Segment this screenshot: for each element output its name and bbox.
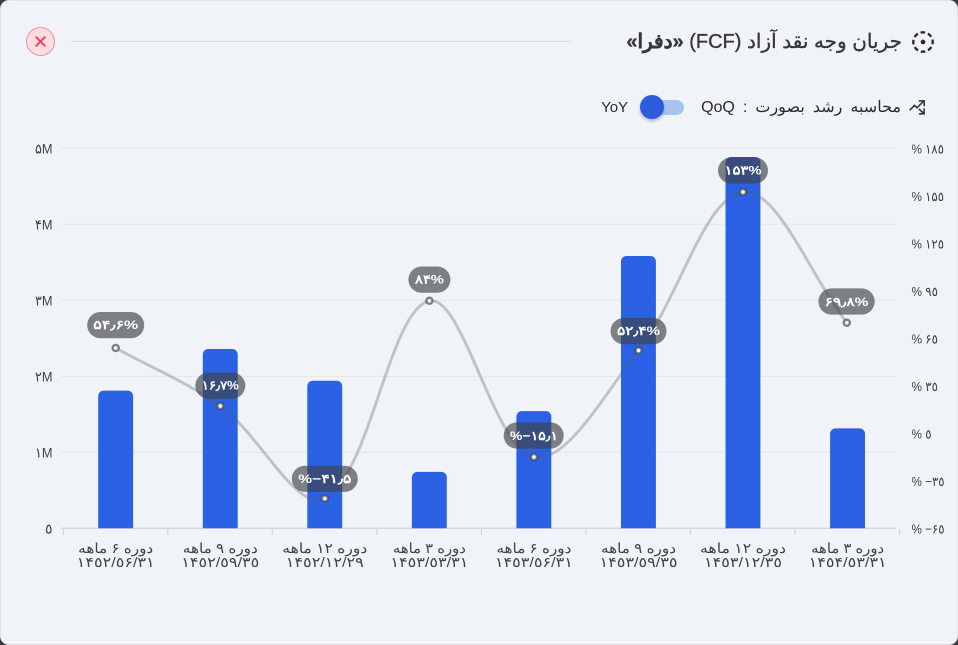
svg-text:% ۳٥: % ۳٥ <box>912 379 939 394</box>
svg-text:دوره ۱۲ ماهه: دوره ۱۲ ماهه <box>700 540 786 557</box>
svg-text:۱M: ۱M <box>35 445 53 461</box>
svg-text:دوره ۱۲ ماهه: دوره ۱۲ ماهه <box>282 540 367 557</box>
svg-text:۴M: ۴M <box>35 217 53 233</box>
svg-text:%−۴۱٫۵: %−۴۱٫۵ <box>298 472 351 486</box>
svg-text:۶۹٫۸%: ۶۹٫۸% <box>825 295 869 309</box>
svg-text:% ۱۲٥: % ۱۲٥ <box>912 237 945 252</box>
svg-text:دوره ۶ ماهه: دوره ۶ ماهه <box>78 540 153 557</box>
svg-text:۲M: ۲M <box>35 369 53 385</box>
svg-text:۱۴٥۳/٥۹/۳٥: ۱۴٥۳/٥۹/۳٥ <box>600 554 678 570</box>
svg-text:% ۱۸٥: % ۱۸٥ <box>912 141 945 156</box>
svg-text:۱۴٥۲/٥۹/۳٥: ۱۴٥۲/٥۹/۳٥ <box>181 554 259 570</box>
svg-text:۵۴٫۶%: ۵۴٫۶% <box>93 318 138 332</box>
svg-text:% −۶٥: % −۶٥ <box>912 522 945 537</box>
svg-text:۵۲٫۴%: ۵۲٫۴% <box>617 324 660 338</box>
svg-text:۵M: ۵M <box>35 140 53 156</box>
svg-text:% ٥: % ٥ <box>912 427 932 442</box>
svg-text:۱۴٥۲/۱۲/۲۹: ۱۴٥۲/۱۲/۲۹ <box>286 554 364 570</box>
svg-text:% ۹٥: % ۹٥ <box>912 284 939 299</box>
svg-text:۱۶٫۷%: ۱۶٫۷% <box>202 379 239 393</box>
svg-text:% ۶٥: % ۶٥ <box>912 332 939 347</box>
svg-text:۸۴%: ۸۴% <box>414 273 444 287</box>
svg-text:%−۱۵٫۱: %−۱۵٫۱ <box>510 429 558 443</box>
svg-text:۱۴٥۳/٥۳/۳۱: ۱۴٥۳/٥۳/۳۱ <box>390 554 468 570</box>
svg-text:دوره ۹ ماهه: دوره ۹ ماهه <box>183 540 258 557</box>
svg-text:% ۱۵٥: % ۱۵٥ <box>912 189 945 204</box>
svg-text:۳M: ۳M <box>35 293 53 309</box>
svg-text:۱۵۳%: ۱۵۳% <box>725 164 762 178</box>
svg-text:% −۳٥: % −۳٥ <box>912 474 945 489</box>
svg-text:دوره ۹ ماهه: دوره ۹ ماهه <box>601 540 676 557</box>
svg-text:دوره ۳ ماهه: دوره ۳ ماهه <box>811 540 884 557</box>
svg-text:۱۴٥۲/٥۶/۳۱: ۱۴٥۲/٥۶/۳۱ <box>77 554 155 570</box>
svg-text:۱۴٥۳/٥۶/۳۱: ۱۴٥۳/٥۶/۳۱ <box>495 554 573 570</box>
svg-text:٥: ٥ <box>45 521 53 537</box>
svg-text:دوره ۳ ماهه: دوره ۳ ماهه <box>393 540 466 557</box>
svg-text:۱۴٥۴/٥۳/۳۱: ۱۴٥۴/٥۳/۳۱ <box>809 554 887 570</box>
svg-text:دوره ۶ ماهه: دوره ۶ ماهه <box>496 540 571 557</box>
svg-text:۱۴٥۳/۱۲/۳٥: ۱۴٥۳/۱۲/۳٥ <box>704 554 782 570</box>
